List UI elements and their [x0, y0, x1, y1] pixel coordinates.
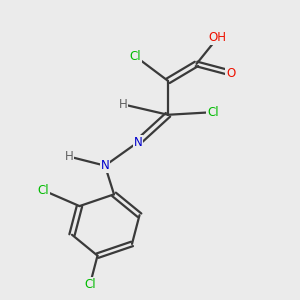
- Text: Cl: Cl: [84, 278, 96, 291]
- Text: OH: OH: [208, 31, 226, 44]
- Text: H: H: [118, 98, 127, 111]
- Text: H: H: [64, 150, 74, 163]
- Text: N: N: [134, 136, 142, 149]
- Text: N: N: [100, 159, 109, 172]
- Text: O: O: [226, 67, 236, 80]
- Text: Cl: Cl: [207, 106, 219, 119]
- Text: Cl: Cl: [38, 184, 49, 197]
- Text: Cl: Cl: [129, 50, 141, 63]
